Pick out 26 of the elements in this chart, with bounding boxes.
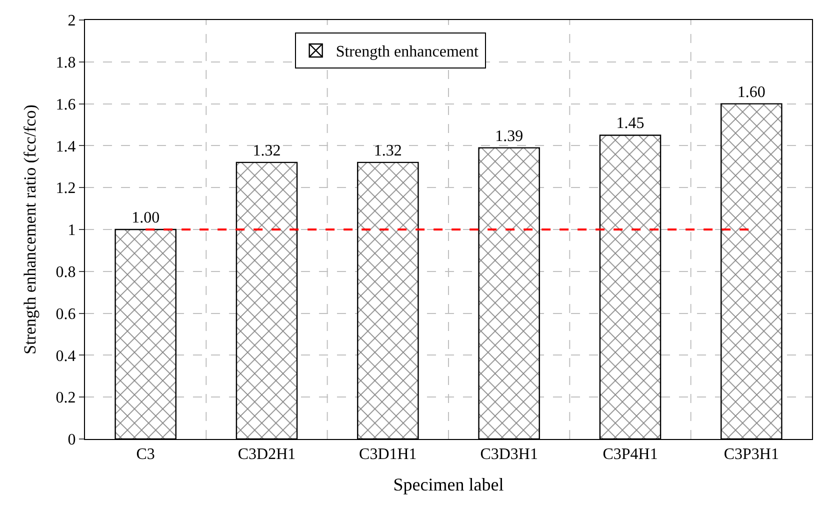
data-label: 1.00 [132,210,160,226]
y-tick-label: 0.2 [56,390,76,407]
data-label: 1.32 [374,142,402,160]
y-tick-label: 0.8 [56,264,76,281]
data-label: 1.39 [495,128,524,145]
x-tick-label: C3D2H1 [238,446,296,464]
data-label: 1.60 [737,84,766,101]
x-axis-title: Specimen label [393,474,504,494]
y-tick-label: 2 [68,12,76,30]
y-tick-label: 0 [68,432,76,449]
y-axis-title: Strength enhancement ratio (fcc/fco) [20,104,40,354]
x-tick-label: C3P3H1 [724,446,779,464]
data-label: 1.45 [616,115,644,132]
data-label: 1.32 [252,142,281,160]
y-tick-label: 1.2 [56,180,76,198]
y-tick-label: 1.8 [56,54,76,72]
y-tick-label: 1.4 [56,138,76,156]
x-tick-label: C3 [136,446,155,464]
y-tick-label: 1.6 [56,96,76,114]
x-tick-label: C3D1H1 [359,446,417,464]
x-tick-label: C3P4H1 [602,446,658,464]
x-tick-label: C3D3H1 [480,446,538,464]
y-tick-label: 0.4 [56,348,76,365]
text: Strength enhancement [336,44,480,61]
y-tick-label: 1 [68,222,76,240]
y-tick-label: 0.6 [56,306,76,323]
